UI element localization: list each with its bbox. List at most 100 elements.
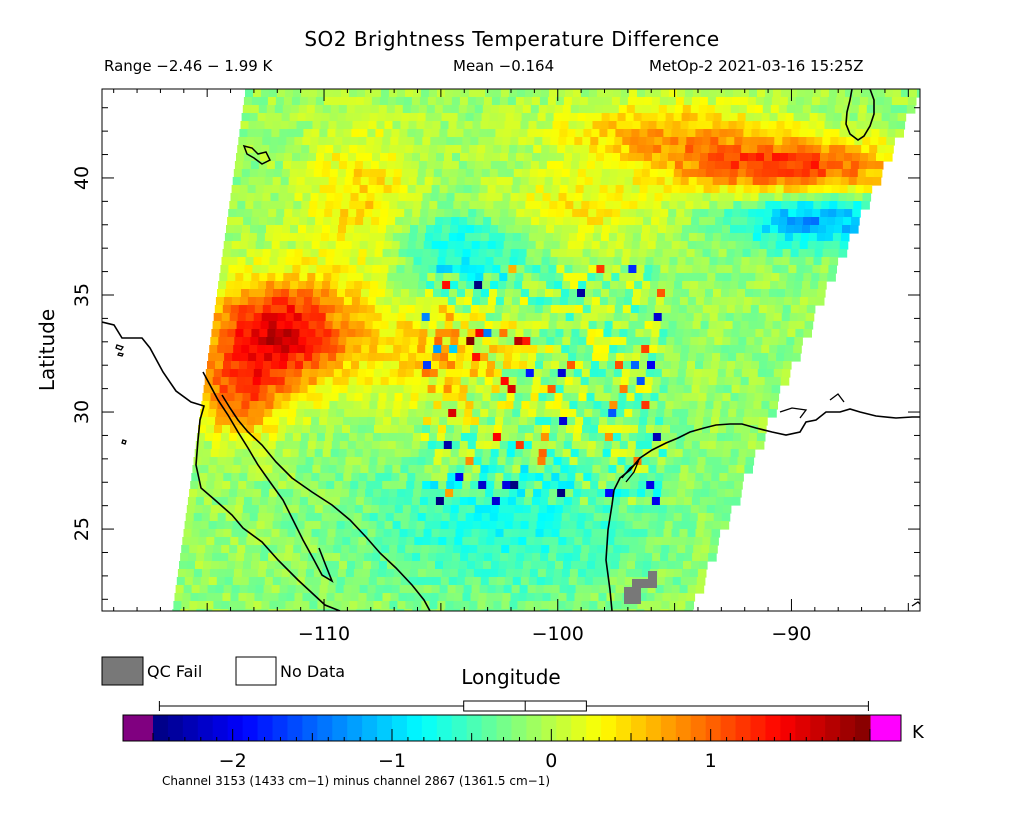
heatmap-cell	[491, 97, 501, 106]
heatmap-cell	[491, 441, 501, 450]
heatmap-cell	[729, 113, 739, 122]
heatmap-cell	[758, 193, 768, 202]
heatmap-cell	[484, 209, 493, 218]
heatmap-cell	[698, 161, 708, 170]
heatmap-cell	[706, 105, 716, 114]
heatmap-cell	[517, 89, 526, 98]
heatmap-cell	[805, 145, 814, 154]
heatmap-cell	[814, 249, 824, 258]
heatmap-cell	[702, 305, 712, 314]
heatmap-cell	[221, 313, 231, 322]
heatmap-cell	[454, 193, 464, 202]
heatmap-cell	[388, 153, 397, 162]
heatmap-cell	[820, 209, 829, 218]
heatmap-cell	[558, 137, 567, 146]
heatmap-cell	[304, 353, 313, 362]
heatmap-cell	[815, 129, 824, 138]
heatmap-cell	[324, 321, 334, 330]
heatmap-cell	[780, 377, 790, 386]
heatmap-cell	[395, 273, 404, 282]
heatmap-cell	[330, 393, 340, 402]
heatmap-cell	[260, 209, 269, 218]
heatmap-cell	[495, 529, 505, 538]
heatmap-cell	[469, 601, 478, 610]
heatmap-cell	[704, 353, 713, 362]
heatmap-cell	[461, 257, 471, 266]
heatmap-cell	[307, 497, 317, 506]
heatmap-cell	[224, 465, 233, 474]
heatmap-cell	[359, 241, 369, 250]
heatmap-cell	[690, 393, 700, 402]
heatmap-cell	[307, 385, 317, 394]
heatmap-cell	[661, 201, 670, 210]
heatmap-cell	[331, 217, 340, 226]
heatmap-cell	[333, 313, 343, 322]
heatmap-cell	[389, 201, 398, 210]
heatmap-cell	[672, 521, 682, 530]
heatmap-cell	[699, 561, 708, 570]
heatmap-cell	[652, 265, 661, 274]
heatmap-cell	[742, 425, 751, 434]
heatmap-cell	[242, 225, 251, 234]
heatmap-cell	[577, 457, 587, 466]
heatmap-cell	[557, 545, 566, 554]
heatmap-cell	[671, 585, 681, 594]
heatmap-cell	[739, 273, 748, 282]
heatmap-cell	[343, 129, 352, 138]
heatmap-cell	[216, 577, 226, 586]
heatmap-cell	[317, 201, 326, 210]
heatmap-cell	[623, 297, 633, 306]
heatmap-cell	[840, 177, 850, 186]
heatmap-cell	[518, 305, 528, 314]
heatmap-cell	[452, 609, 461, 611]
heatmap-cell	[830, 249, 840, 258]
heatmap-cell	[304, 465, 313, 474]
heatmap-cell	[518, 137, 527, 146]
heatmap-cell	[599, 585, 609, 594]
heatmap-cell	[582, 249, 592, 258]
heatmap-cell	[391, 129, 400, 138]
heatmap-cell	[275, 441, 285, 450]
heatmap-cell	[280, 233, 290, 242]
heatmap-cell	[738, 105, 748, 114]
heatmap-cell	[850, 225, 859, 234]
heatmap-cell	[261, 145, 270, 154]
heatmap-cell	[798, 137, 807, 146]
heatmap-cell	[606, 137, 615, 146]
heatmap-cell	[494, 249, 504, 258]
heatmap-cell	[229, 313, 239, 322]
heatmap-cell	[227, 273, 236, 282]
heatmap-cell	[283, 97, 293, 106]
heatmap-cell	[679, 585, 689, 594]
heatmap-cell	[359, 417, 368, 426]
heatmap-cell	[650, 449, 660, 458]
heatmap-cell	[214, 481, 223, 490]
heatmap-cell	[412, 153, 421, 162]
heatmap-cell	[699, 217, 708, 226]
heatmap-cell	[623, 185, 633, 194]
heatmap-cell	[386, 393, 396, 402]
heatmap-cell	[504, 521, 514, 530]
heatmap-cell	[518, 193, 528, 202]
heatmap-cell	[272, 121, 282, 130]
heatmap-cell	[446, 425, 455, 434]
heatmap-cell	[435, 329, 444, 338]
heatmap-cell	[595, 385, 605, 394]
heatmap-cell	[714, 505, 724, 514]
heatmap-cell	[631, 297, 641, 306]
heatmap-cell	[237, 313, 247, 322]
heatmap-cell	[549, 201, 558, 210]
heatmap-cell	[489, 457, 499, 466]
heatmap-cell	[331, 497, 341, 506]
heatmap-cell	[340, 265, 349, 274]
heatmap-cell	[486, 481, 495, 490]
heatmap-cell	[320, 177, 330, 186]
heatmap-cell	[588, 553, 597, 562]
heatmap-cell	[657, 569, 667, 578]
heatmap-cell	[608, 577, 618, 586]
heatmap-cell	[455, 585, 465, 594]
heatmap-cell	[489, 169, 499, 178]
heatmap-cell	[481, 289, 490, 298]
heatmap-cell	[483, 329, 492, 338]
heatmap-cell	[530, 505, 540, 514]
